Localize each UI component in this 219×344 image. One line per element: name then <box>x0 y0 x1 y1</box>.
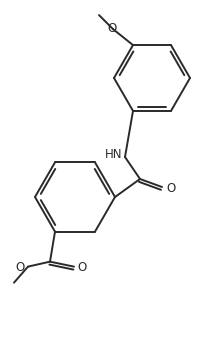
Text: O: O <box>166 182 175 194</box>
Text: O: O <box>16 261 25 274</box>
Text: O: O <box>107 22 117 35</box>
Text: O: O <box>77 261 86 274</box>
Text: HN: HN <box>104 148 122 161</box>
